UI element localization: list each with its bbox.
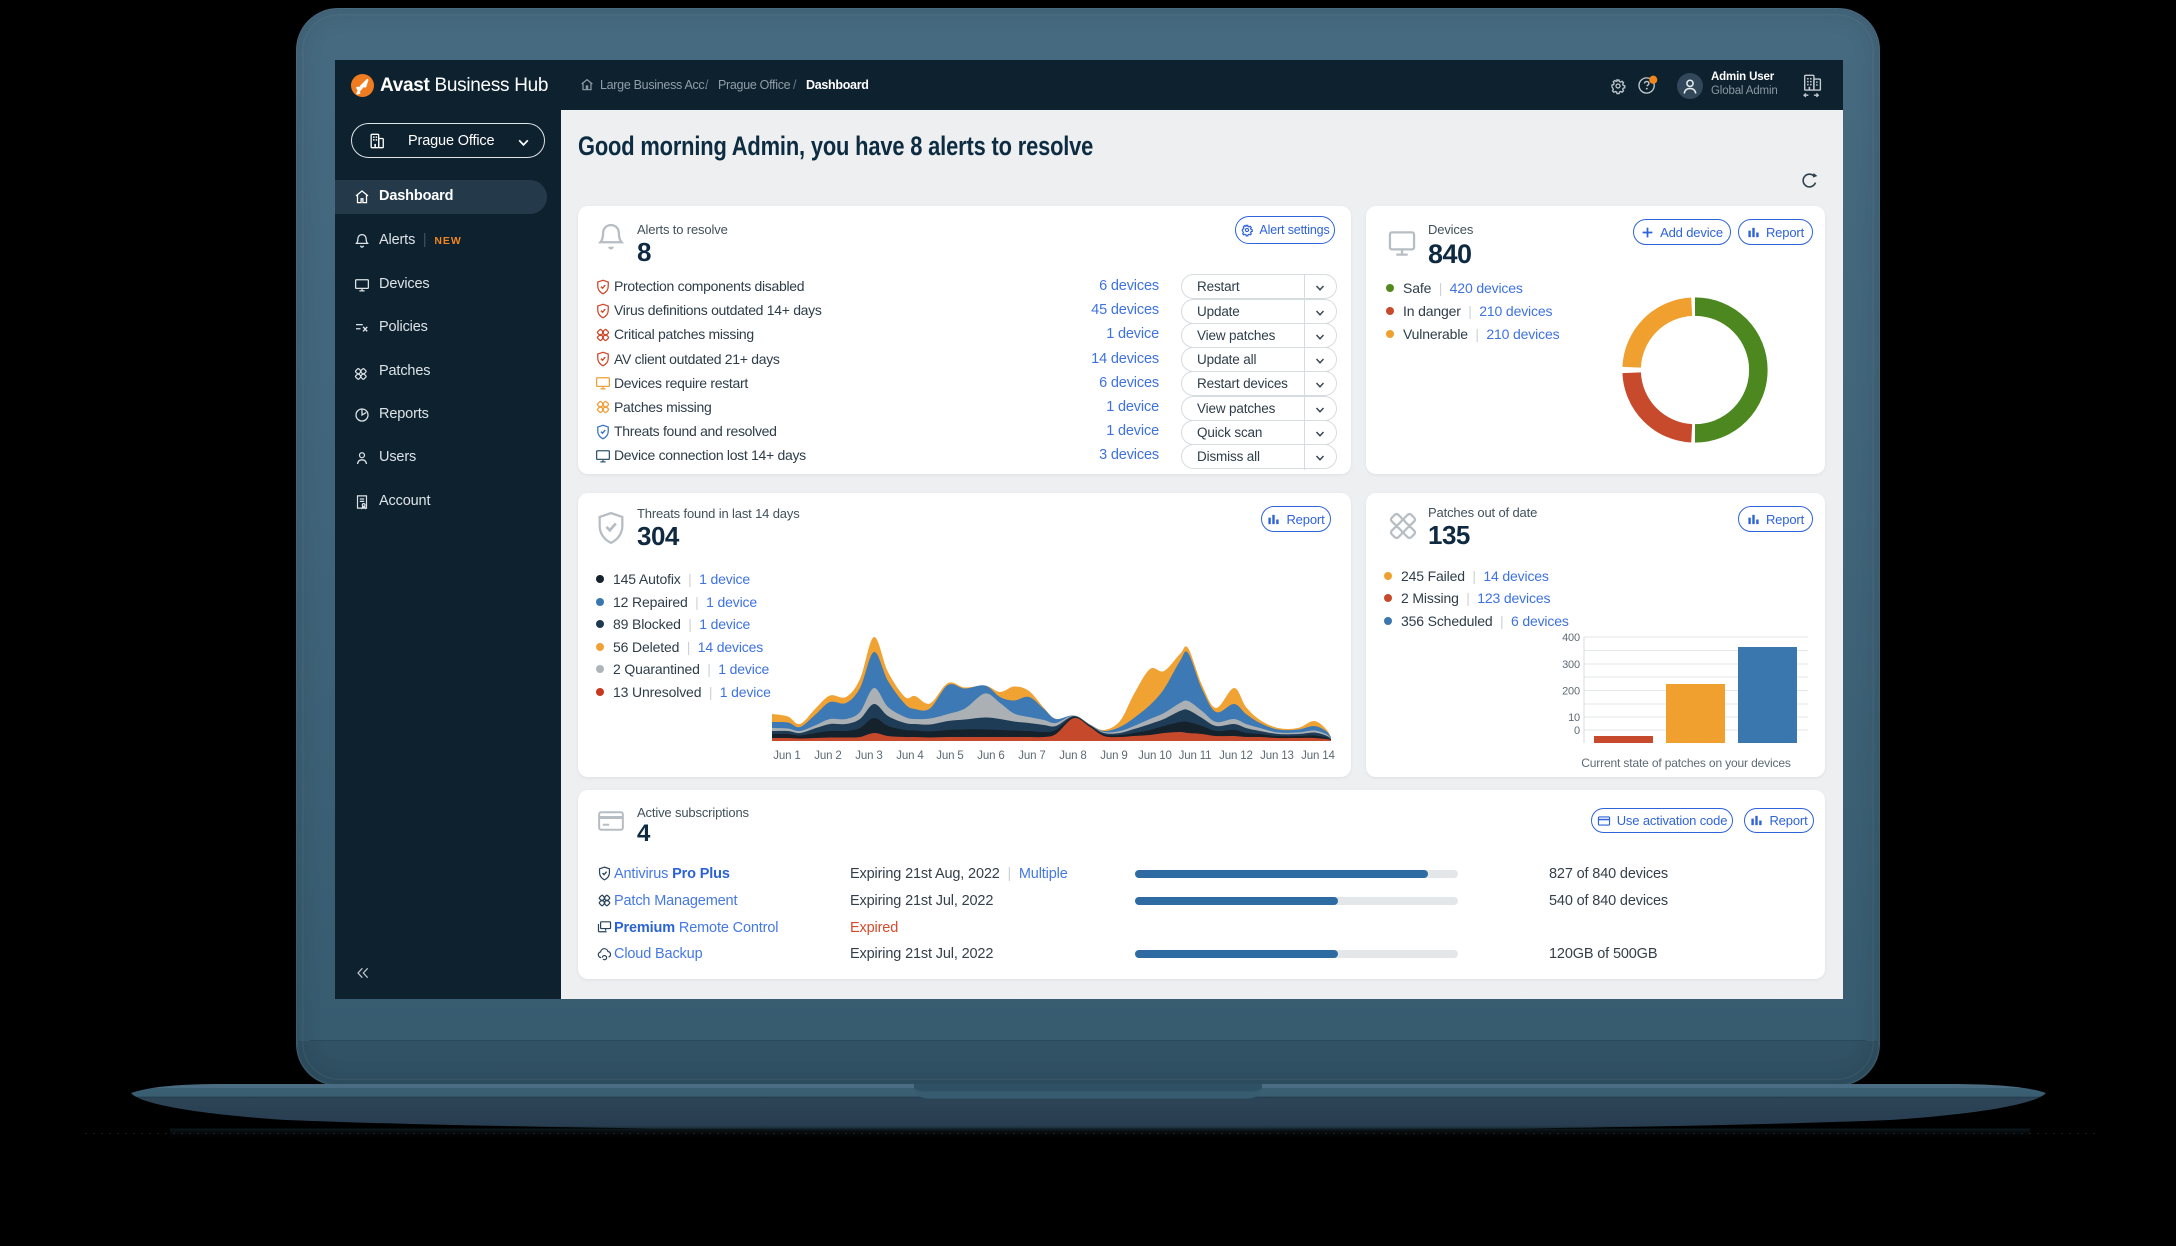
svg-text:200: 200 — [1562, 686, 1580, 698]
svg-text:10: 10 — [1568, 712, 1580, 724]
svg-text:400: 400 — [1562, 632, 1580, 644]
svg-text:300: 300 — [1562, 659, 1580, 671]
svg-text:0: 0 — [1574, 725, 1580, 737]
